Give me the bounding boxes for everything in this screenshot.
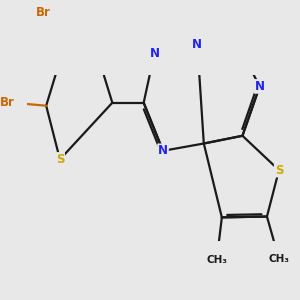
Text: N: N <box>149 47 159 60</box>
Text: N: N <box>255 80 265 93</box>
Text: CH₃: CH₃ <box>268 254 290 264</box>
Text: CH₃: CH₃ <box>206 255 227 265</box>
Text: Br: Br <box>36 6 51 19</box>
Text: Br: Br <box>0 96 15 109</box>
Text: N: N <box>158 144 168 157</box>
Text: S: S <box>275 164 283 177</box>
Text: N: N <box>192 38 203 51</box>
Text: S: S <box>56 153 64 166</box>
